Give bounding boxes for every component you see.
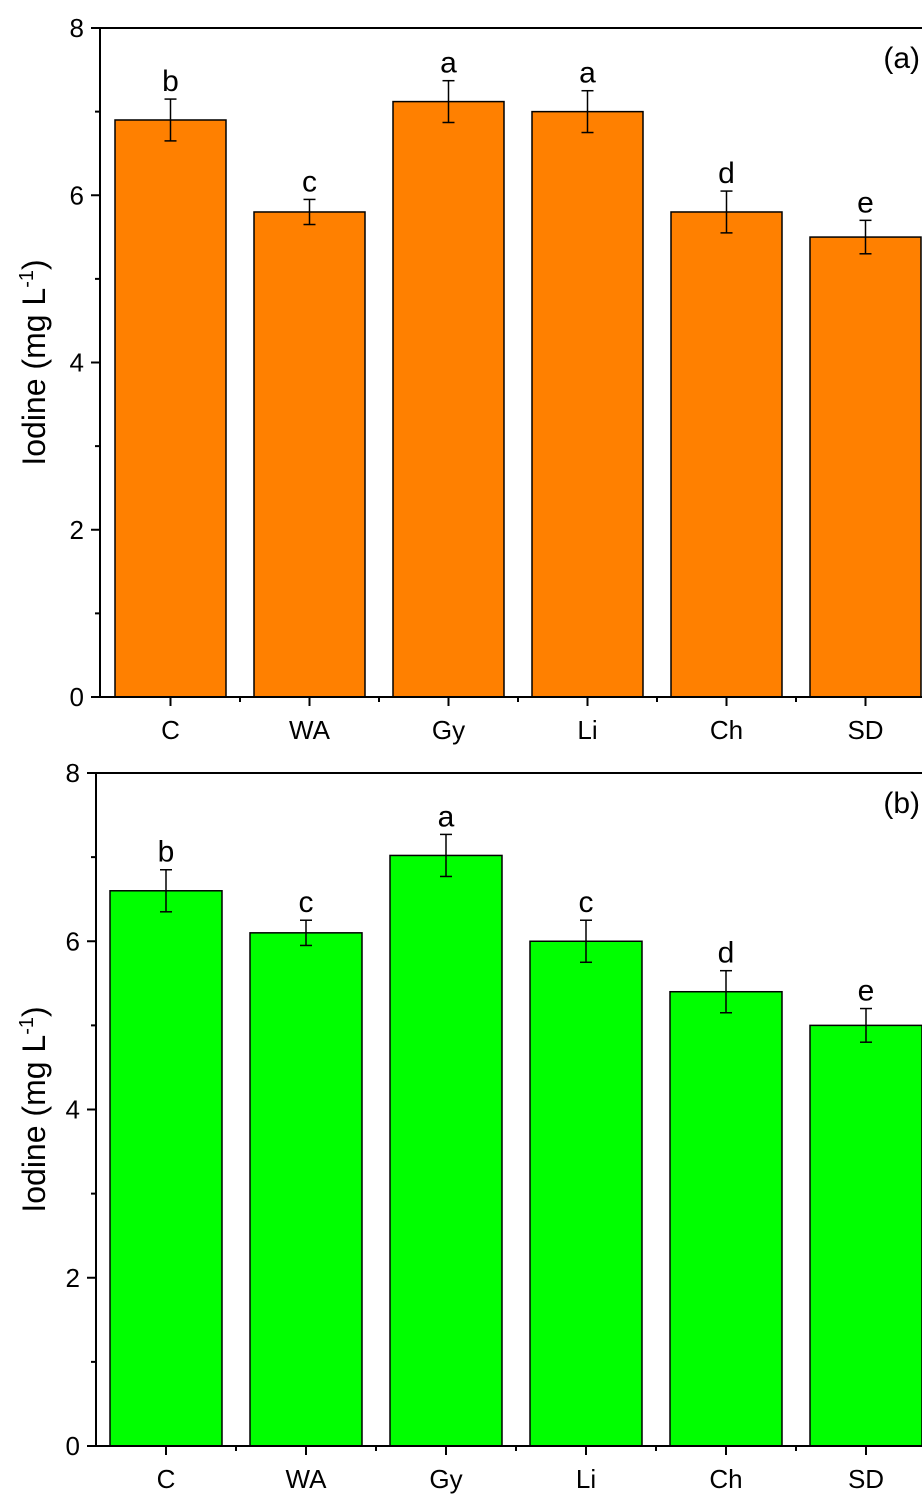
y-axis-label-main: Iodine (mg L xyxy=(16,1035,52,1213)
y-tick-label: 6 xyxy=(70,180,84,210)
bar xyxy=(253,211,366,698)
bar xyxy=(670,211,783,698)
significance-label: d xyxy=(718,937,735,970)
y-tick-label: 2 xyxy=(70,515,84,545)
y-axis-label: Iodine (mg L-1) xyxy=(16,1006,52,1212)
y-axis-label-superscript: -1 xyxy=(16,1017,38,1035)
x-tick-label: SD xyxy=(847,715,883,745)
x-tick-label: C xyxy=(157,1464,176,1494)
significance-label: c xyxy=(302,165,317,198)
x-tick-label: SD xyxy=(848,1464,884,1494)
bar xyxy=(109,890,223,1447)
bar xyxy=(531,110,644,698)
significance-label: e xyxy=(857,186,874,219)
significance-label: a xyxy=(579,57,596,90)
y-tick-label: 8 xyxy=(66,758,80,788)
x-tick-label: Li xyxy=(576,1464,596,1494)
bar xyxy=(529,940,643,1447)
y-axis-label-superscript: -1 xyxy=(16,270,38,288)
panel-label: (a) xyxy=(883,42,920,75)
y-axis-label: Iodine (mg L-1) xyxy=(16,259,52,465)
significance-label: a xyxy=(438,800,455,833)
x-tick-label: WA xyxy=(289,715,331,745)
x-tick-label: Li xyxy=(577,715,597,745)
x-tick-label: Ch xyxy=(710,715,743,745)
y-tick-label: 4 xyxy=(66,1095,80,1125)
x-tick-label: WA xyxy=(286,1464,328,1494)
bar xyxy=(114,119,227,698)
chart-panel-b: b c a c d e 0 2 4 6 8 C WA Gy Li Ch SD (b) Iodine (mg L-1) xyxy=(16,758,922,1494)
y-axis-label-close: ) xyxy=(16,259,52,270)
bar xyxy=(389,854,503,1447)
chart-panel-a: b c a a d e 0 2 4 6 8 C WA Gy Li Ch SD (a) Iodine (mg L-1) xyxy=(16,13,922,745)
y-tick-label: 0 xyxy=(70,682,84,712)
significance-label: c xyxy=(579,886,594,919)
y-tick-label: 2 xyxy=(66,1263,80,1293)
bar xyxy=(249,932,363,1447)
bar xyxy=(809,1024,922,1447)
x-tick-label: Gy xyxy=(429,1464,462,1494)
significance-label: a xyxy=(440,47,457,80)
y-tick-label: 8 xyxy=(70,13,84,43)
x-tick-label: Gy xyxy=(432,715,465,745)
bar xyxy=(669,990,783,1447)
panel-label: (b) xyxy=(883,787,920,820)
x-tick-label: Ch xyxy=(709,1464,742,1494)
bar xyxy=(809,236,922,698)
significance-label: b xyxy=(162,65,179,98)
y-axis-label-close: ) xyxy=(16,1006,52,1017)
significance-label: d xyxy=(718,157,735,190)
y-tick-label: 4 xyxy=(70,348,84,378)
y-tick-label: 6 xyxy=(66,926,80,956)
y-axis-label-main: Iodine (mg L xyxy=(16,288,52,466)
significance-label: c xyxy=(299,886,314,919)
significance-label: e xyxy=(858,975,875,1008)
x-tick-label: C xyxy=(161,715,180,745)
bar xyxy=(392,100,505,698)
significance-label: b xyxy=(158,836,175,869)
y-tick-label: 0 xyxy=(66,1431,80,1461)
